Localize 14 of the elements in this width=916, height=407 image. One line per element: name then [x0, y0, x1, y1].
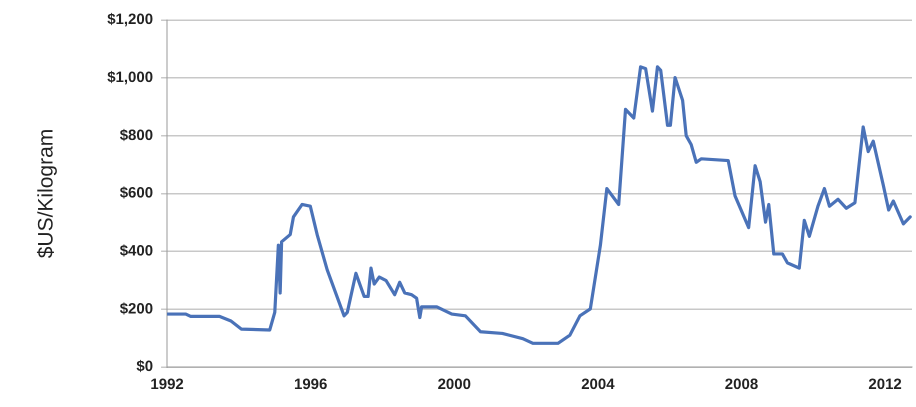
x-tick-label: 2008: [724, 376, 758, 394]
y-axis-title: $US/Kilogram: [34, 128, 58, 258]
x-tick-label: 2004: [581, 376, 616, 394]
y-tick-label: $200: [120, 300, 154, 318]
y-tick-label: $1,200: [107, 11, 154, 28]
x-tick-label: 2000: [438, 376, 471, 394]
y-tick-label: $600: [120, 184, 154, 202]
y-tick-label: $1,000: [107, 68, 154, 86]
x-tick-label: 2012: [868, 376, 902, 394]
y-tick-label: $0: [136, 358, 154, 376]
y-tick-label: $800: [120, 126, 154, 144]
x-tick-label: 1992: [150, 376, 184, 394]
x-tick-label: 1996: [294, 376, 328, 394]
y-tick-label: $400: [120, 242, 154, 260]
